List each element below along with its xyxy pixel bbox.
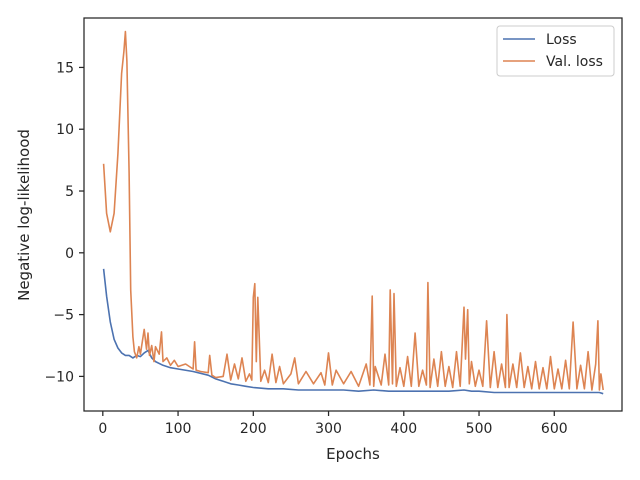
y-tick-label: 5 (65, 184, 74, 200)
legend-label-loss: Loss (546, 32, 577, 48)
x-tick-label: 500 (466, 421, 493, 437)
x-axis-label: Epochs (326, 445, 380, 463)
y-tick-label: 15 (56, 60, 74, 76)
x-tick-label: 600 (541, 421, 568, 437)
y-tick-label: −5 (53, 308, 74, 324)
y-tick-label: −10 (44, 369, 74, 385)
x-tick-label: 0 (98, 421, 107, 437)
x-tick-label: 100 (165, 421, 192, 437)
series-line-loss (102, 268, 604, 395)
legend-label-val-loss: Val. loss (546, 54, 603, 70)
x-ticks: 0 100 200 300 400 500 600 (98, 411, 568, 437)
legend: Loss Val. loss (496, 25, 615, 77)
y-axis-label: Negative log-likelihood (15, 129, 33, 301)
x-tick-label: 300 (315, 421, 342, 437)
y-tick-label: 0 (65, 246, 74, 262)
series-line-val-loss (102, 30, 604, 391)
plot-area (84, 18, 622, 411)
axes-frame (83, 17, 623, 412)
x-tick-label: 200 (240, 421, 267, 437)
y-tick-label: 10 (56, 122, 74, 138)
x-tick-label: 400 (390, 421, 417, 437)
series-layer (102, 30, 604, 395)
y-ticks: −10 −5 0 5 10 15 (44, 60, 84, 385)
